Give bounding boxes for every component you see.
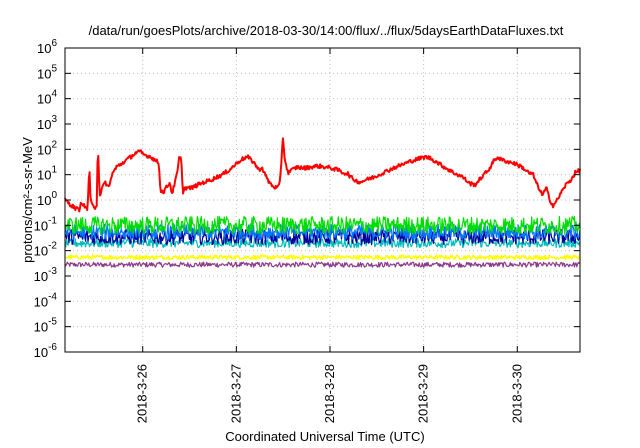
chart-title: /data/run/goesPlots/archive/2018-03-30/1… (89, 23, 564, 38)
x-tick-label: 2018-3-26 (135, 364, 150, 423)
x-tick-label: 2018-3-28 (322, 364, 337, 423)
x-tick-label: 2018-3-27 (228, 364, 243, 423)
y-axis-title: protons/cm²-s-sr-MeV (20, 137, 35, 263)
x-tick-label: 2018-3-30 (509, 364, 524, 423)
x-axis-title: Coordinated Universal Time (UTC) (225, 429, 424, 444)
x-tick-label: 2018-3-29 (416, 364, 431, 423)
